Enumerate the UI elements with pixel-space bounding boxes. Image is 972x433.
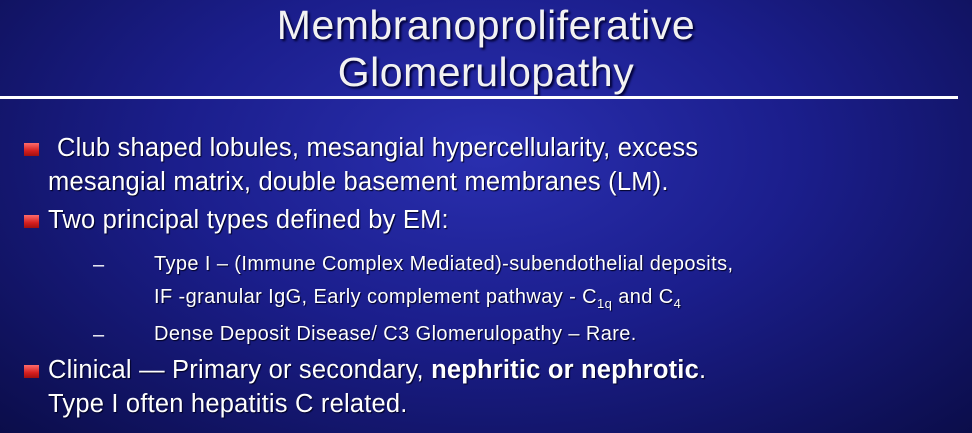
- clinical-text: Clinical — Primary or secondary,: [48, 356, 432, 384]
- subbullet-type-1-line-2: IF -granular IgG, Early complement pathw…: [154, 283, 681, 311]
- dash-icon: –: [93, 324, 105, 346]
- subbullet-type-1-line-1: Type I – (Immune Complex Mediated)-suben…: [154, 253, 734, 275]
- bullet-text-line-1: Club shaped lobules, mesangial hypercell…: [57, 134, 699, 162]
- slide-title: Membranoproliferative Glomerulopathy: [0, 2, 972, 96]
- bullet-square-icon: [24, 215, 39, 228]
- subbullet-text: IF -granular IgG, Early complement pathw…: [154, 286, 597, 308]
- clinical-period: .: [698, 356, 707, 384]
- title-line-2: Glomerulopathy: [337, 49, 635, 95]
- subscript-4: 4: [673, 296, 682, 311]
- bullet-text: Two principal types defined by EM:: [48, 206, 449, 234]
- subbullet-text: and C: [612, 286, 674, 308]
- clinical-bold-text: nephritic or nephrotic: [431, 356, 699, 384]
- title-divider: [0, 96, 958, 99]
- bullet-text-line-2: Type I often hepatitis C related.: [48, 390, 408, 418]
- bullet-square-icon: [24, 365, 39, 378]
- title-line-1: Membranoproliferative: [276, 2, 696, 48]
- bullet-text-line-2: mesangial matrix, double basement membra…: [48, 168, 669, 196]
- subbullet-dense-deposit: Dense Deposit Disease/ C3 Glomerulopathy…: [154, 323, 637, 345]
- subscript-1q: 1q: [597, 296, 613, 311]
- dash-icon: –: [93, 254, 105, 276]
- bullet-text-line-1: Clinical — Primary or secondary, nephrit…: [48, 353, 706, 387]
- bullet-square-icon: [24, 143, 39, 156]
